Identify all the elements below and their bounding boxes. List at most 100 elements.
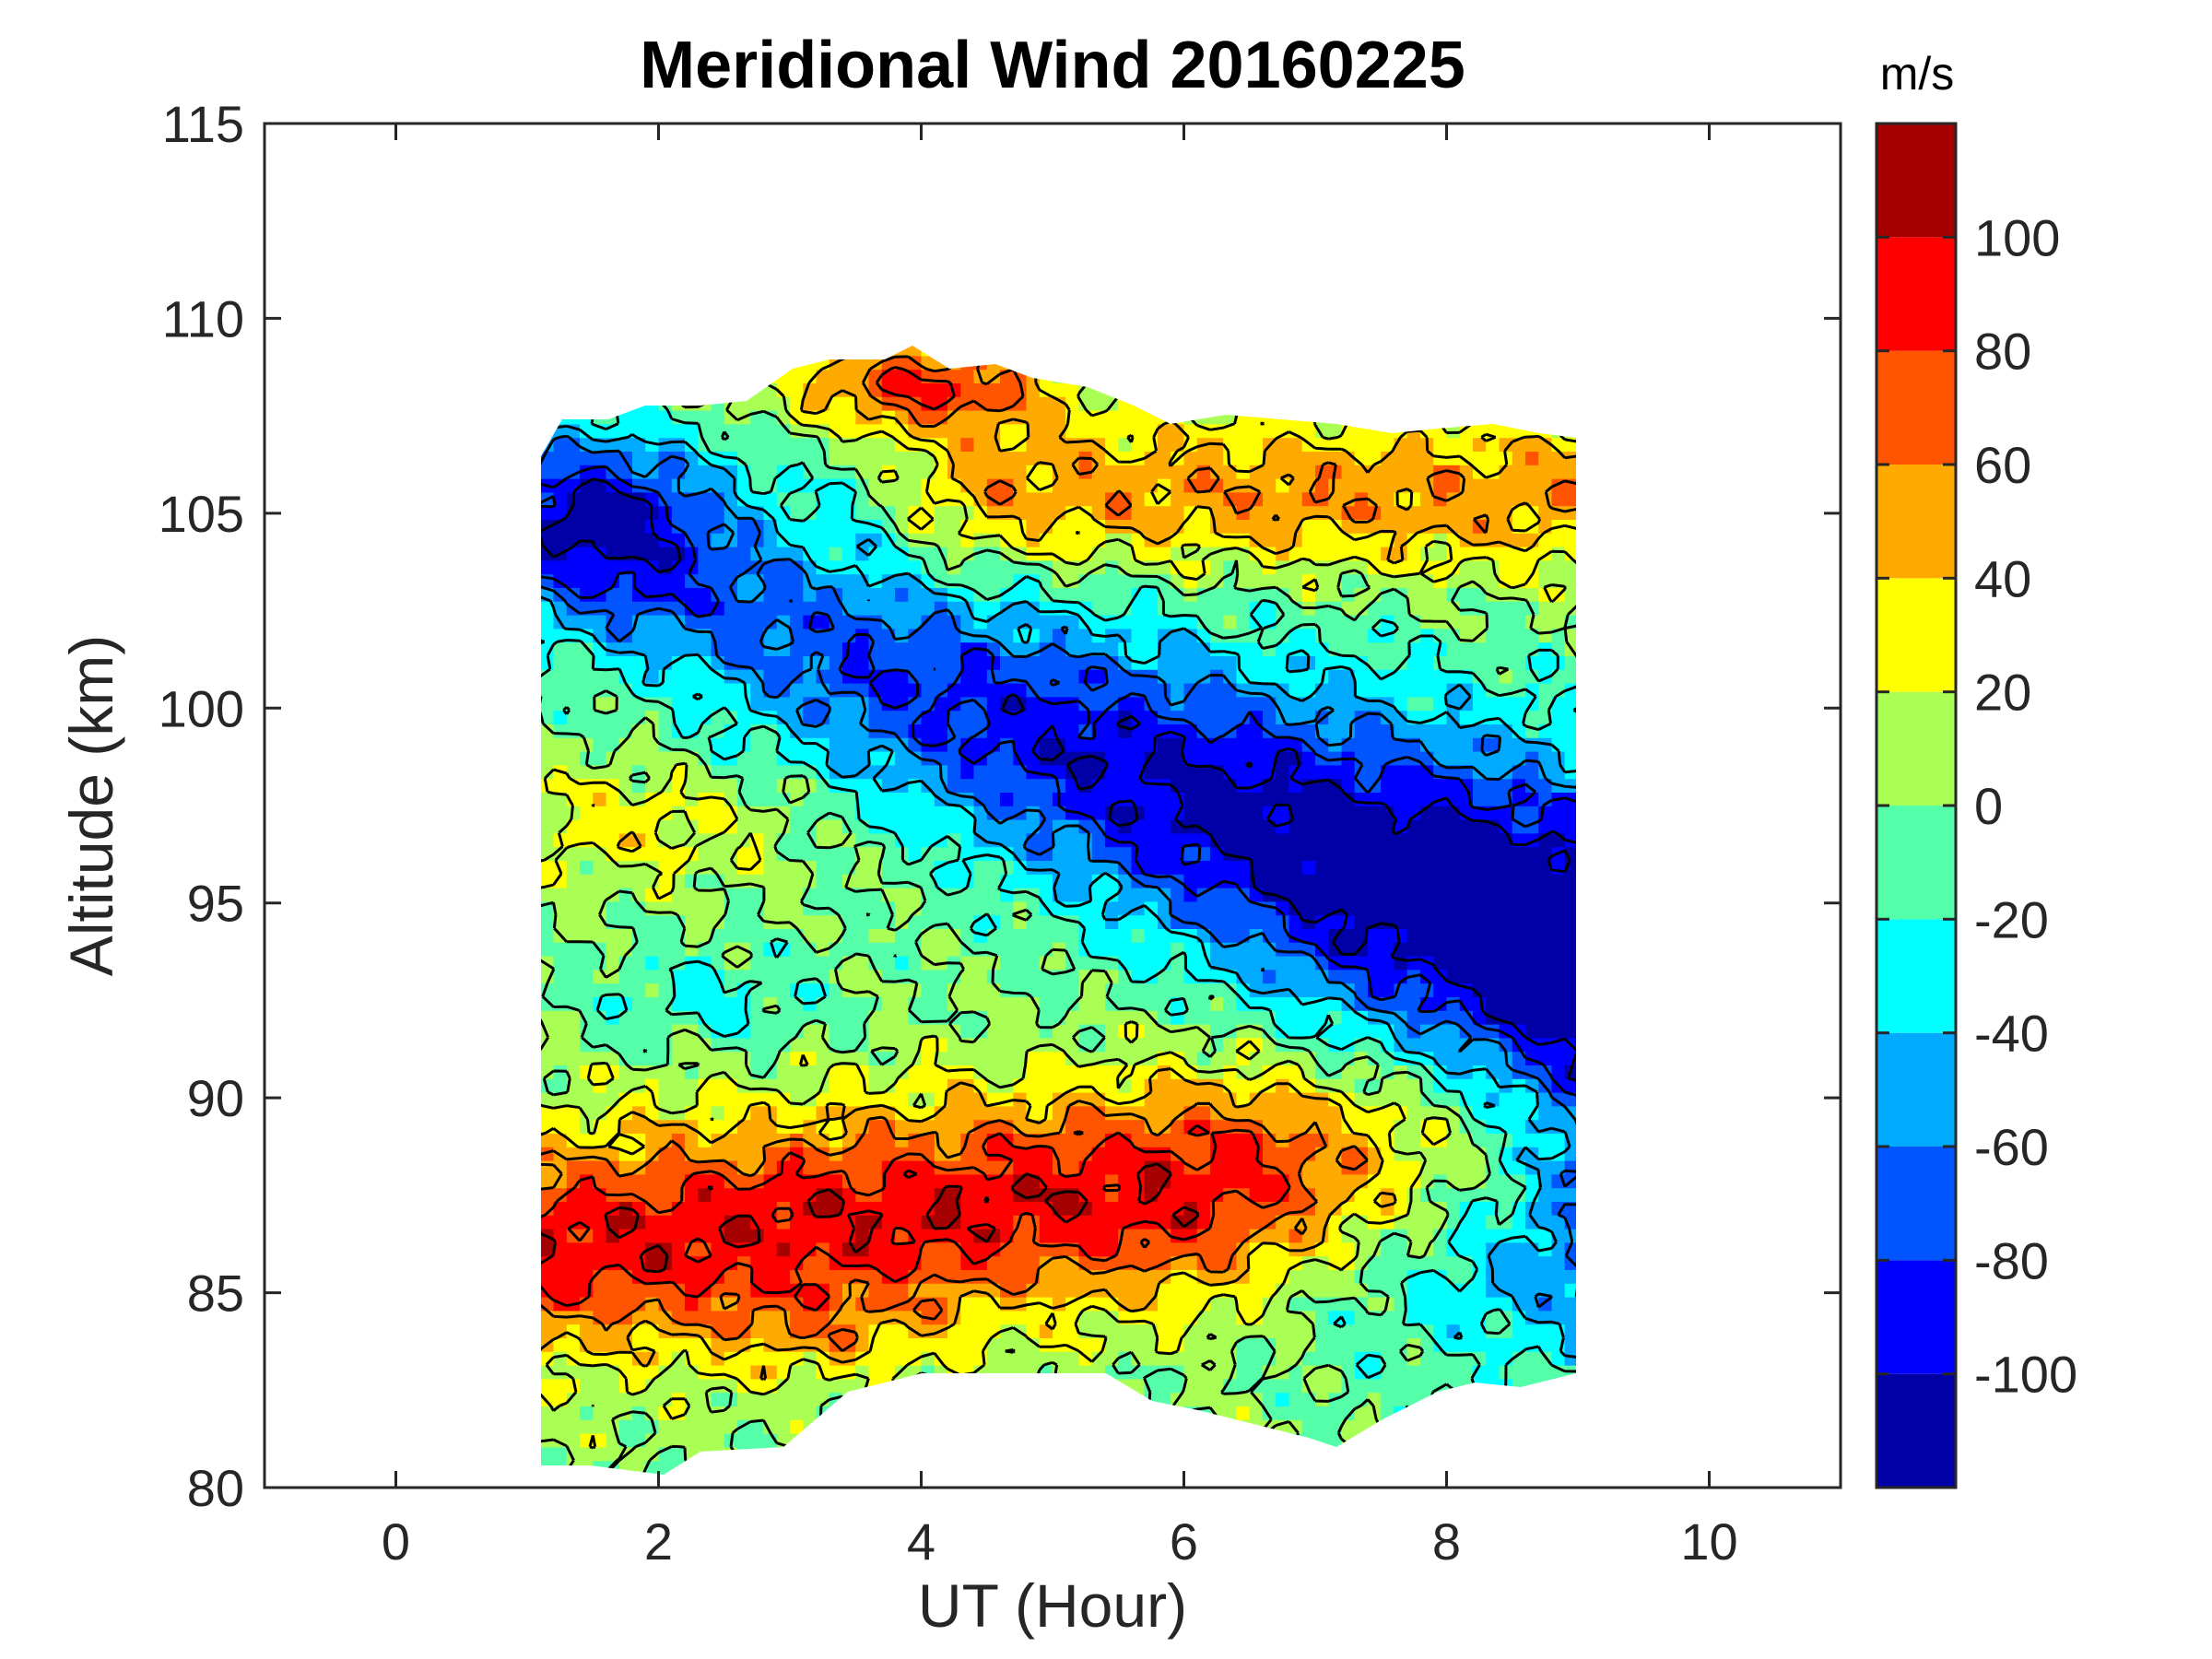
field-cell [868,491,883,507]
field-cell [580,1446,594,1462]
field-cell [645,1051,660,1065]
field-cell [541,1364,555,1380]
field-cell [1091,846,1106,861]
field-cell [973,655,988,670]
field-cell [1065,491,1080,507]
field-cell [1196,860,1211,875]
field-cell [724,614,738,629]
field-cell [606,1147,620,1161]
field-cell [541,1187,555,1202]
field-cell [790,505,805,520]
field-cell [553,491,568,507]
field-cell [645,928,660,943]
field-cell [580,724,594,738]
field-cell [593,669,607,684]
field-cell [803,1337,818,1352]
field-cell [1210,1241,1225,1257]
field-cell [1131,737,1146,752]
field-cell [1105,737,1120,752]
field-cell [1065,1147,1080,1161]
field-cell [1091,887,1106,902]
field-cell [671,1378,686,1394]
field-cell [698,641,712,656]
field-cell [711,1078,725,1093]
field-cell [816,928,830,943]
field-cell [1196,1201,1211,1216]
field-cell [1144,682,1159,698]
field-cell [1078,409,1093,425]
field-cell [1158,1078,1171,1093]
field-cell [790,655,805,670]
field-cell [580,573,594,588]
field-cell [553,1351,568,1366]
field-cell [1091,1310,1106,1325]
field-cell [1276,1392,1290,1406]
field-cell [1026,1078,1041,1093]
field-cell [1171,669,1185,684]
field-cell [1026,1324,1041,1338]
field-cell [763,1269,778,1284]
field-cell [895,1091,909,1107]
field-cell [1196,1392,1211,1406]
field-cell [790,1310,805,1325]
field-cell [541,682,555,698]
field-cell [868,942,883,957]
field-cell [606,533,620,547]
field-cell [947,437,961,452]
field-cell [1276,1324,1290,1338]
field-cell [1053,382,1066,397]
field-cell [1144,860,1159,875]
field-cell [973,465,988,479]
field-cell [553,559,568,575]
field-cell [553,1283,568,1298]
field-cell [1144,641,1159,656]
field-cell [593,1419,607,1434]
field-cell [1013,996,1028,1011]
field-cell [685,982,699,997]
field-cell [1105,928,1120,943]
field-cell [618,887,633,902]
field-cell [553,955,568,971]
field-cell [1078,1228,1093,1243]
field-cell [1000,792,1015,806]
field-cell [580,1119,594,1134]
field-cell [1288,1010,1303,1025]
field-cell [1288,1406,1303,1420]
field-cell [1118,1147,1133,1161]
field-cell [580,818,594,834]
field-cell [973,601,988,616]
field-cell [1263,1147,1277,1161]
field-cell [960,1037,975,1053]
field-cell [541,628,555,643]
field-cell [1249,669,1264,684]
field-cell [580,710,594,724]
field-cell [671,628,686,643]
field-cell [1263,1105,1277,1121]
field-cell [541,1378,555,1394]
field-cell [763,792,778,806]
field-cell [698,587,712,602]
field-cell [776,1392,791,1406]
field-cell [1039,928,1053,943]
field-cell [947,655,961,670]
field-cell [566,1337,581,1352]
field-cell [566,750,581,766]
field-cell [973,1051,988,1065]
field-cell [632,505,647,520]
field-cell [921,778,935,793]
field-cell [881,1351,896,1366]
field-cell [685,1310,699,1325]
field-cell [541,1406,555,1420]
field-cell [881,1023,896,1039]
field-cell [842,682,857,698]
field-cell [947,546,961,561]
field-cell [829,860,843,875]
field-cell [1263,1051,1277,1065]
field-cell [947,942,961,957]
field-cell [1053,1269,1066,1284]
field-cell [1171,505,1185,520]
field-cell [737,1133,752,1147]
field-cell [1171,887,1185,902]
field-cell [1065,792,1080,806]
field-cell [829,1010,843,1025]
